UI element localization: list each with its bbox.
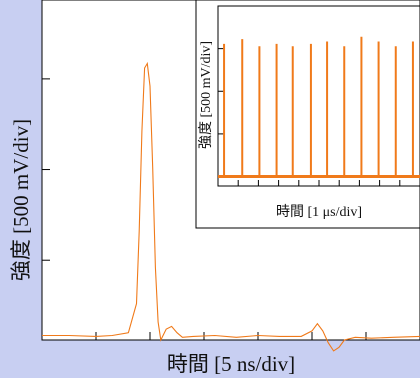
inset-y-axis-label: 強度 [500 mV/div] xyxy=(198,41,214,149)
main-series-line xyxy=(42,61,420,352)
inset-chart: 時間 [1 μs/div] 強度 [500 mV/div] xyxy=(195,0,420,229)
main-x-axis-label: 時間 [5 ns/div] xyxy=(167,352,295,376)
inset-axis-ticks xyxy=(218,48,401,186)
main-y-axis-label: 強度 [500 mV/div] xyxy=(9,119,33,281)
inset-x-axis-label: 時間 [1 μs/div] xyxy=(276,204,362,220)
inset-pulses xyxy=(218,36,420,179)
inset-plot-area xyxy=(217,5,420,187)
